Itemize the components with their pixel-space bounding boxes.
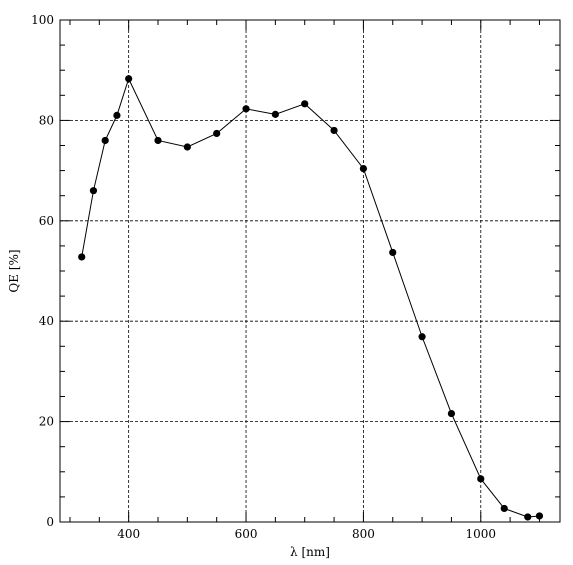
y-tick-label: 20 bbox=[39, 415, 54, 429]
data-point bbox=[330, 126, 338, 135]
data-point bbox=[359, 164, 368, 173]
data-point bbox=[89, 187, 98, 195]
data-point bbox=[535, 512, 544, 520]
data-series bbox=[78, 75, 544, 521]
data-point bbox=[500, 504, 508, 513]
x-tick-label: 600 bbox=[235, 527, 258, 541]
data-point bbox=[477, 475, 485, 483]
y-tick-label: 0 bbox=[46, 515, 54, 529]
y-axis-title: QE [%] bbox=[7, 249, 21, 292]
x-tick-label: 800 bbox=[352, 527, 375, 541]
data-point bbox=[113, 111, 121, 119]
plot-frame bbox=[59, 19, 561, 523]
data-point bbox=[101, 136, 109, 145]
x-axis-title: λ [nm] bbox=[290, 545, 330, 559]
data-point bbox=[418, 333, 426, 341]
y-tick-label: 60 bbox=[39, 214, 54, 228]
y-tick-label: 40 bbox=[39, 314, 54, 328]
y-tick-label: 100 bbox=[31, 13, 54, 27]
data-point bbox=[242, 105, 250, 113]
data-point bbox=[447, 409, 456, 418]
data-point bbox=[389, 248, 397, 257]
tick-labels: 400 600 800 1000 0 20 40 60 80 100 bbox=[31, 13, 496, 541]
grid bbox=[60, 20, 560, 522]
data-point bbox=[271, 110, 279, 118]
data-point bbox=[125, 75, 133, 83]
y-tick-label: 80 bbox=[39, 113, 54, 127]
data-point bbox=[78, 253, 86, 261]
axis-ticks bbox=[60, 19, 560, 523]
data-point bbox=[213, 129, 221, 138]
series-line bbox=[81, 77, 540, 518]
data-point bbox=[524, 513, 532, 521]
data-point bbox=[301, 100, 309, 108]
x-tick-label: 400 bbox=[117, 527, 140, 541]
x-tick-label: 1000 bbox=[466, 527, 497, 541]
data-point bbox=[154, 136, 162, 145]
data-point bbox=[183, 143, 191, 151]
